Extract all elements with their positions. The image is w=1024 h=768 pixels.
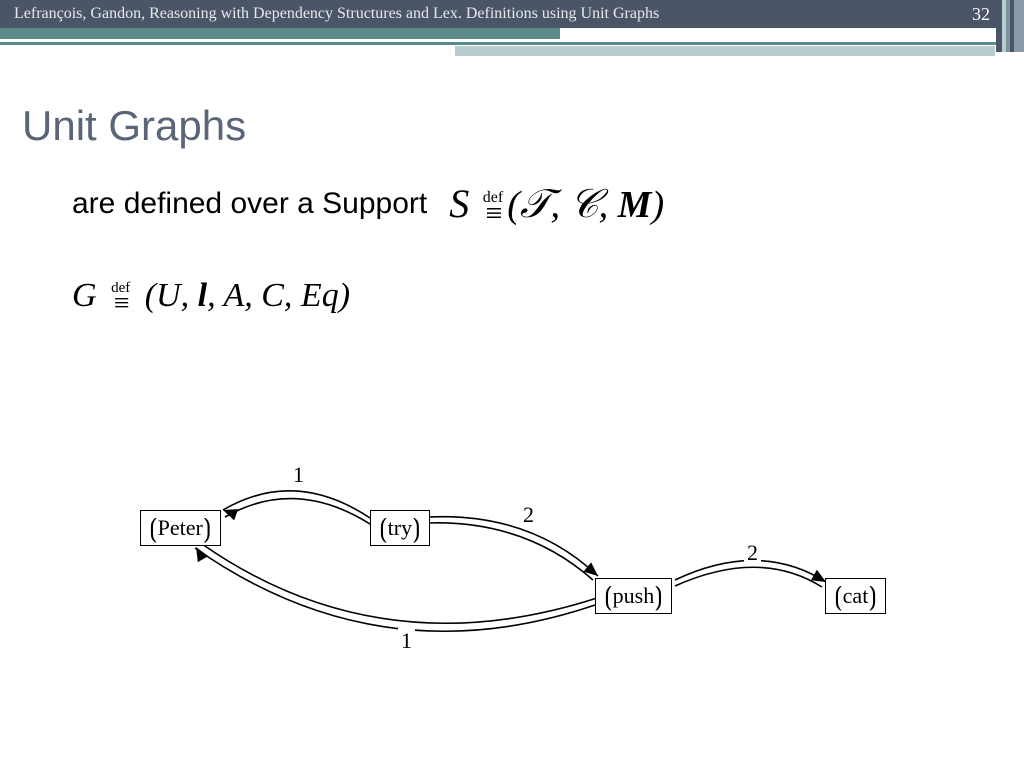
subtitle-text: are defined over a Support xyxy=(72,187,427,221)
edge-label-push-cat: 2 xyxy=(744,540,761,566)
graph-edges xyxy=(120,450,940,690)
vertical-bars-icon xyxy=(996,0,1024,52)
graph-node-push: ⟮push⟯ xyxy=(595,578,672,614)
decorative-stripes xyxy=(0,28,1024,52)
edge-label-push-peter: 1 xyxy=(398,628,415,654)
slide-title: Unit Graphs xyxy=(22,102,1024,150)
formula-support: S def ≡ (𝒯, 𝒞, M) xyxy=(449,180,664,227)
edge-label-try-peter: 1 xyxy=(290,462,307,488)
formula-graph-def: G def ≡ (U, l, A, C, Eq) xyxy=(72,277,1024,315)
header-citation: Lefrançois, Gandon, Reasoning with Depen… xyxy=(14,5,659,23)
graph-node-cat: ⟮cat⟯ xyxy=(825,578,886,614)
header-bar: Lefrançois, Gandon, Reasoning with Depen… xyxy=(0,0,1024,28)
subtitle-row: are defined over a Support S def ≡ (𝒯, 𝒞… xyxy=(72,180,1024,227)
graph-node-peter: ⟮Peter⟯ xyxy=(140,510,221,546)
graph-node-try: ⟮try⟯ xyxy=(370,510,430,546)
dependency-graph: ⟮Peter⟯ ⟮try⟯ ⟮push⟯ ⟮cat⟯ 1 2 1 2 xyxy=(120,450,940,690)
edge-label-try-push: 2 xyxy=(520,502,537,528)
